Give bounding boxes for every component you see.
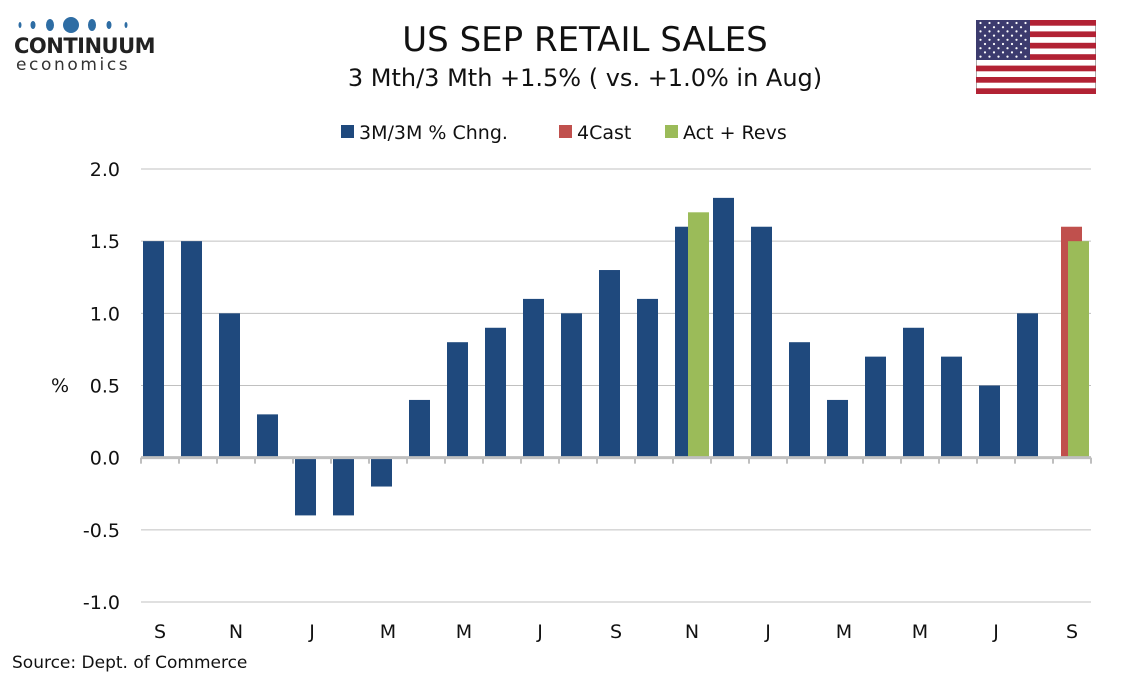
bar-3m-3m-chng- [295,457,316,516]
legend-swatch [665,125,678,138]
logo-name: CONTINUUM [14,34,156,58]
bar-3m-3m-chng- [751,226,772,458]
x-tick-label: J [308,621,315,643]
legend-label: 3M/3M % Chng. [359,122,508,144]
y-tick-label: 0.5 [90,376,120,398]
x-tick-label: M [456,621,472,643]
y-tick-label: -1.0 [83,592,120,614]
bar-3m-3m-chng- [713,197,734,458]
bar-3m-3m-chng- [903,327,924,458]
x-tick-label: S [1066,621,1078,643]
bar-3m-3m-chng- [865,356,886,458]
bar-3m-3m-chng- [561,313,582,458]
bar-3m-3m-chng- [941,356,962,458]
bar-act-revs [1068,241,1089,458]
bar-3m-3m-chng- [447,342,468,458]
y-tick-label: 0.0 [90,448,120,470]
y-tick-label: 1.5 [90,231,120,253]
y-tick-label: -0.5 [83,520,120,542]
bar-3m-3m-chng- [409,399,430,458]
bar-3m-3m-chng- [827,399,848,458]
bar-3m-3m-chng- [485,327,506,458]
x-tick-label: N [229,621,243,643]
bar-act-revs [688,212,709,458]
x-tick-label: J [536,621,543,643]
bar-3m-3m-chng- [523,298,544,458]
y-tick-label: 1.0 [90,303,120,325]
x-tick-label: M [380,621,396,643]
x-tick-label: S [154,621,166,643]
bar-3m-3m-chng- [257,414,278,458]
logo-dots-icon [18,17,128,33]
bar-3m-3m-chng- [979,385,1000,458]
y-tick-label: 2.0 [90,159,120,181]
bar-3m-3m-chng- [181,241,202,458]
legend-swatch [559,125,572,138]
x-tick-label: S [610,621,622,643]
bar-3m-3m-chng- [219,313,240,458]
x-tick-label: M [836,621,852,643]
bar-3m-3m-chng- [371,457,392,487]
chart-title: US SEP RETAIL SALES [402,20,768,60]
legend-swatch [341,125,354,138]
bar-3m-3m-chng- [333,457,354,516]
chart-subtitle: 3 Mth/3 Mth +1.5% ( vs. +1.0% in Aug) [347,64,823,92]
bar-3m-3m-chng- [599,270,620,458]
source-note: Source: Dept. of Commerce [12,653,248,673]
x-tick-label: N [685,621,699,643]
legend-label: 4Cast [577,122,631,144]
x-tick-label: J [764,621,771,643]
y-axis-label: % [51,375,69,397]
logo-subtitle: economics [16,55,131,75]
x-tick-label: J [992,621,999,643]
us-flag-icon [976,20,1096,94]
bar-3m-3m-chng- [1017,313,1038,458]
bar-3m-3m-chng- [143,241,164,458]
x-tick-label: M [912,621,928,643]
bar-3m-3m-chng- [789,342,810,458]
bar-3m-3m-chng- [637,298,658,458]
legend-label: Act + Revs [683,122,787,144]
